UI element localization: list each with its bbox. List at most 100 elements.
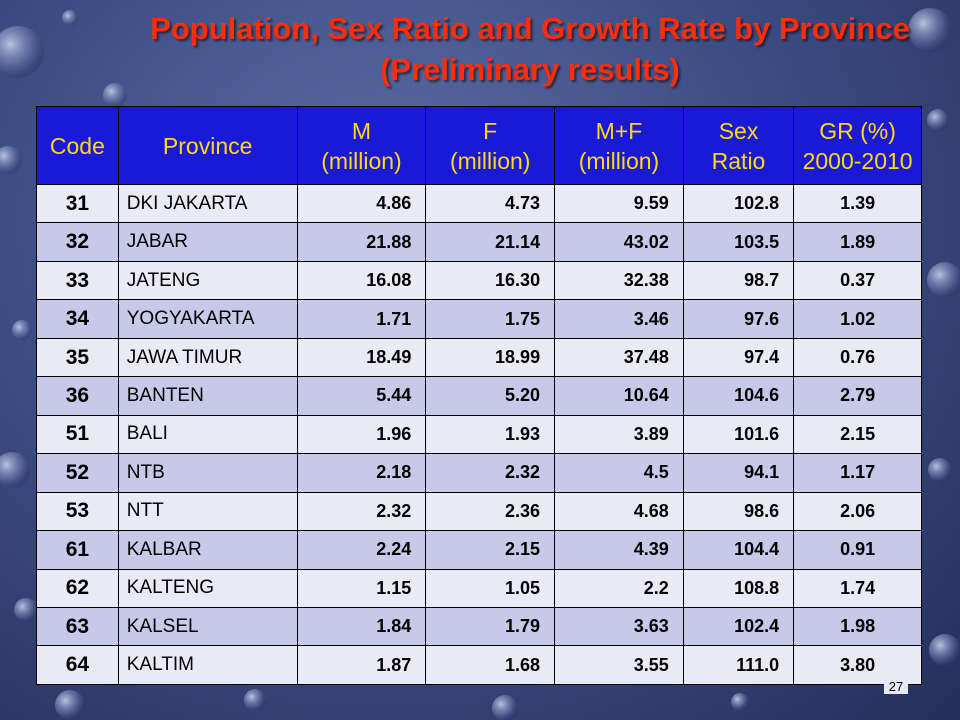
- cell-growth-rate: 0.91: [793, 530, 922, 570]
- column-header: GR (%) 2000-2010: [793, 106, 922, 185]
- table-row: 64 KALTIM 1.87 1.68 3.55 111.0 3.80: [36, 645, 922, 685]
- cell-growth-rate: 0.37: [793, 260, 922, 301]
- cell-male: 1.71: [296, 299, 427, 339]
- cell-growth-rate: 1.39: [793, 183, 922, 224]
- table-row: 61 KALBAR 2.24 2.15 4.39 104.4 0.91: [36, 530, 922, 570]
- cell-sex-ratio: 111.0: [682, 645, 795, 685]
- cell-female: 5.20: [425, 376, 556, 416]
- cell-province: KALTENG: [117, 568, 298, 608]
- column-header-line1: M+F: [595, 117, 643, 144]
- cell-growth-rate: 1.17: [793, 453, 922, 493]
- cell-male: 1.15: [296, 568, 427, 608]
- cell-province: BALI: [117, 414, 298, 455]
- cell-male: 2.32: [296, 491, 427, 532]
- cell-code: 61: [36, 530, 119, 570]
- cell-code: 32: [36, 222, 119, 262]
- cell-female: 1.68: [425, 645, 556, 685]
- cell-growth-rate: 1.74: [793, 568, 922, 608]
- slide-title-line1: Population, Sex Ratio and Growth Rate by…: [150, 11, 910, 46]
- cell-growth-rate: 1.02: [793, 299, 922, 339]
- cell-total: 4.68: [554, 491, 684, 532]
- cell-total: 32.38: [554, 260, 684, 301]
- cell-code: 52: [36, 453, 119, 493]
- cell-province: NTB: [117, 453, 298, 493]
- cell-male: 16.08: [296, 260, 427, 301]
- cell-province: KALSEL: [117, 606, 298, 647]
- cell-growth-rate: 1.89: [793, 222, 922, 262]
- cell-female: 18.99: [425, 337, 556, 378]
- column-header-line2: (million): [449, 147, 531, 174]
- cell-total: 10.64: [554, 376, 684, 416]
- cell-female: 16.30: [425, 260, 556, 301]
- column-header-line1: GR (%): [819, 117, 896, 144]
- table-row: 51 BALI 1.96 1.93 3.89 101.6 2.15: [36, 414, 922, 455]
- table-row: 52 NTB 2.18 2.32 4.5 94.1 1.17: [36, 453, 922, 493]
- cell-total: 4.39: [554, 530, 684, 570]
- cell-female: 2.36: [425, 491, 556, 532]
- page-number: 27: [884, 679, 908, 694]
- cell-female: 21.14: [425, 222, 556, 262]
- cell-sex-ratio: 94.1: [682, 453, 795, 493]
- cell-male: 21.88: [296, 222, 427, 262]
- cell-sex-ratio: 104.6: [682, 376, 795, 416]
- cell-total: 43.02: [554, 222, 684, 262]
- column-header-line2: Ratio: [711, 147, 766, 174]
- cell-sex-ratio: 104.4: [682, 530, 795, 570]
- table-row: 63 KALSEL 1.84 1.79 3.63 102.4 1.98: [36, 606, 922, 647]
- table-row: 35 JAWA TIMUR 18.49 18.99 37.48 97.4 0.76: [36, 337, 922, 378]
- column-header: M (million): [296, 106, 427, 185]
- cell-growth-rate: 2.15: [793, 414, 922, 455]
- table-row: 62 KALTENG 1.15 1.05 2.2 108.8 1.74: [36, 568, 922, 608]
- cell-total: 3.89: [554, 414, 684, 455]
- table-row: 36 BANTEN 5.44 5.20 10.64 104.6 2.79: [36, 376, 922, 416]
- column-header: Province: [117, 106, 298, 185]
- cell-male: 1.87: [296, 645, 427, 685]
- cell-sex-ratio: 97.6: [682, 299, 795, 339]
- cell-code: 35: [36, 337, 119, 378]
- column-header-line2: (million): [578, 147, 660, 174]
- cell-code: 53: [36, 491, 119, 532]
- cell-total: 3.46: [554, 299, 684, 339]
- cell-province: YOGYAKARTA: [117, 299, 298, 339]
- table-row: 32 JABAR 21.88 21.14 43.02 103.5 1.89: [36, 222, 922, 262]
- cell-female: 1.93: [425, 414, 556, 455]
- cell-male: 5.44: [296, 376, 427, 416]
- cell-province: DKI JAKARTA: [117, 183, 298, 224]
- cell-growth-rate: 2.79: [793, 376, 922, 416]
- cell-province: JABAR: [117, 222, 298, 262]
- table-row: 31 DKI JAKARTA 4.86 4.73 9.59 102.8 1.39: [36, 183, 922, 224]
- cell-code: 33: [36, 260, 119, 301]
- cell-sex-ratio: 102.8: [682, 183, 795, 224]
- cell-male: 2.18: [296, 453, 427, 493]
- cell-total: 37.48: [554, 337, 684, 378]
- column-header-line1: M: [351, 117, 372, 144]
- cell-province: BANTEN: [117, 376, 298, 416]
- table-header: Code Province M (million) F (million) M+F (mill…: [36, 106, 922, 185]
- table-row: 33 JATENG 16.08 16.30 32.38 98.7 0.37: [36, 260, 922, 301]
- cell-province: NTT: [117, 491, 298, 532]
- cell-code: 31: [36, 183, 119, 224]
- column-header-line2: (million): [321, 147, 402, 174]
- cell-sex-ratio: 101.6: [682, 414, 795, 455]
- province-table: Code Province M (million) F (million) M+F (mill…: [36, 106, 922, 685]
- cell-code: 34: [36, 299, 119, 339]
- cell-total: 4.5: [554, 453, 684, 493]
- column-header-line1: F: [483, 117, 498, 144]
- cell-sex-ratio: 98.7: [682, 260, 795, 301]
- cell-male: 2.24: [296, 530, 427, 570]
- cell-sex-ratio: 98.6: [682, 491, 795, 532]
- cell-female: 1.79: [425, 606, 556, 647]
- cell-sex-ratio: 97.4: [682, 337, 795, 378]
- column-header: Code: [36, 106, 119, 185]
- cell-male: 1.84: [296, 606, 427, 647]
- cell-code: 36: [36, 376, 119, 416]
- cell-female: 1.75: [425, 299, 556, 339]
- table-row: 53 NTT 2.32 2.36 4.68 98.6 2.06: [36, 491, 922, 532]
- cell-male: 4.86: [296, 183, 427, 224]
- column-header: M+F (million): [554, 106, 684, 185]
- cell-sex-ratio: 102.4: [682, 606, 795, 647]
- cell-province: KALBAR: [117, 530, 298, 570]
- cell-total: 3.55: [554, 645, 684, 685]
- cell-code: 62: [36, 568, 119, 608]
